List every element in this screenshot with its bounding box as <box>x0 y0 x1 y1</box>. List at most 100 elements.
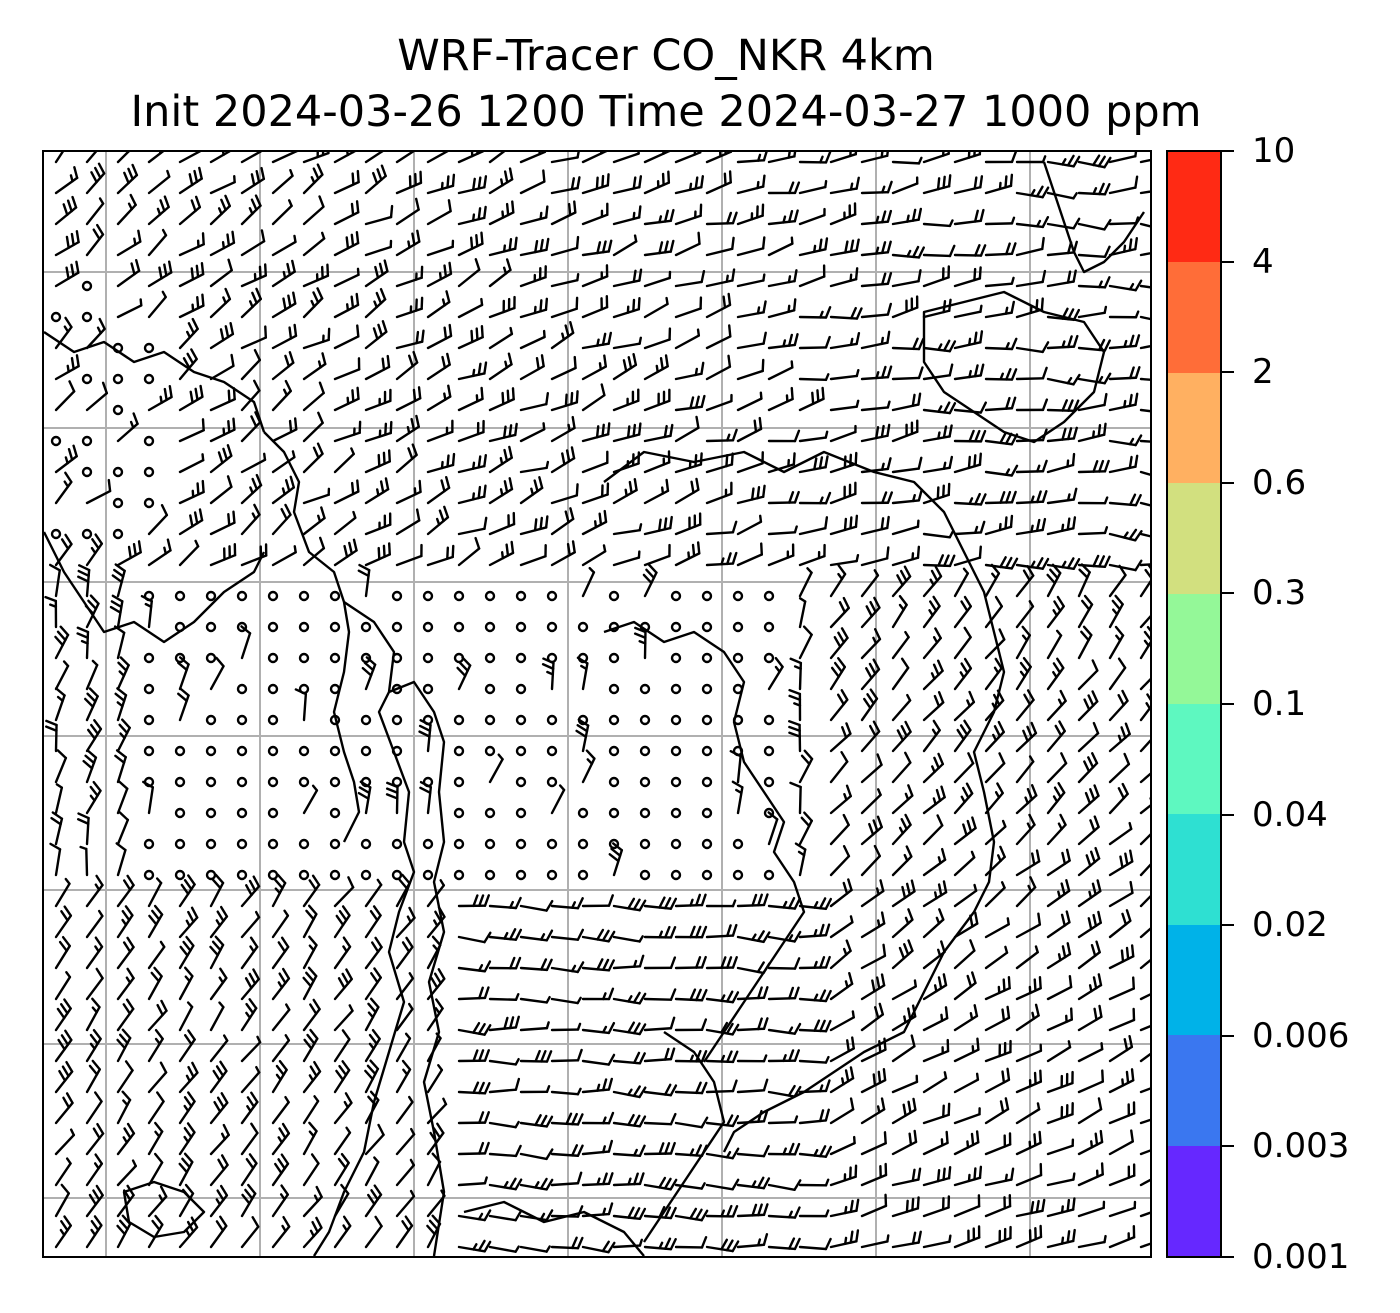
wind-barb <box>922 659 944 691</box>
wind-barb <box>736 930 771 944</box>
wind-barb <box>643 515 673 536</box>
wind-barb <box>426 199 452 226</box>
wind-barb <box>860 628 882 660</box>
calm-wind-marker <box>298 745 310 757</box>
wind-barb <box>788 688 802 722</box>
colorbar-tick <box>1222 1256 1234 1258</box>
calm-wind-marker <box>174 590 186 602</box>
wind-barb <box>147 966 163 1001</box>
wind-barb <box>953 911 979 939</box>
wind-barb <box>1139 1211 1150 1218</box>
wind-barb <box>395 170 423 195</box>
calm-wind-marker <box>732 714 744 726</box>
wind-barb <box>1046 657 1065 691</box>
wind-barb <box>643 988 677 1001</box>
wind-barb <box>984 514 1014 536</box>
wind-barb <box>767 656 784 691</box>
wind-barb <box>736 451 764 474</box>
wind-barb <box>550 1112 584 1126</box>
wind-barb <box>1077 784 1100 815</box>
wind-barb <box>891 1129 918 1156</box>
calm-wind-marker <box>174 745 186 757</box>
wind-barb <box>519 1209 554 1222</box>
wind-barb <box>209 935 225 970</box>
wind-barb <box>488 928 523 941</box>
wind-barb <box>364 239 393 257</box>
wind-barb <box>1077 182 1111 196</box>
wind-barb <box>302 1095 320 1125</box>
calm-wind-marker <box>205 652 217 664</box>
wind-barb <box>612 1238 643 1249</box>
wind-barb <box>736 358 765 381</box>
wind-barb <box>364 420 393 443</box>
wind-barb <box>922 880 948 908</box>
wind-barb <box>426 152 449 164</box>
wind-barb <box>829 657 847 691</box>
wind-barb <box>922 847 947 877</box>
wind-barb <box>271 351 295 381</box>
calm-wind-marker <box>267 621 279 633</box>
wind-barb <box>54 316 73 350</box>
wind-barb <box>581 1172 614 1187</box>
wind-barb <box>395 443 418 474</box>
wind-barb <box>612 1172 645 1187</box>
wind-barb <box>550 176 581 195</box>
wind-barb <box>240 968 260 1001</box>
wind-barb <box>891 657 910 691</box>
wind-barb <box>798 1108 830 1125</box>
wind-barb <box>178 1061 199 1094</box>
coastline-sakhalin <box>1042 161 1145 274</box>
wind-barb <box>116 905 134 939</box>
wind-barb <box>829 1164 858 1187</box>
wind-barb <box>612 1144 646 1157</box>
wind-barb <box>829 1135 856 1156</box>
wind-barb <box>736 174 766 195</box>
wind-barb <box>953 1130 980 1156</box>
wind-barb <box>767 896 801 910</box>
wind-barb <box>209 510 236 536</box>
wind-barb <box>302 327 331 350</box>
wind-barb <box>271 967 291 1001</box>
coastline-kyushu <box>643 1031 726 1243</box>
wind-barb <box>581 331 613 350</box>
wind-barb <box>395 972 415 1001</box>
wind-barb <box>1046 240 1078 257</box>
wind-barb <box>798 1079 831 1094</box>
calm-wind-marker <box>701 745 713 757</box>
wind-barb <box>798 386 825 412</box>
wind-barb <box>767 236 794 257</box>
wind-barb <box>1108 152 1138 164</box>
wind-barb <box>829 451 858 474</box>
wind-barb <box>736 1054 768 1063</box>
colorbar-segment <box>1168 262 1220 373</box>
calm-wind-marker <box>577 807 589 819</box>
wind-barb <box>612 205 642 226</box>
calm-wind-marker <box>112 528 124 540</box>
colorbar-tick-label: 4 <box>1252 241 1274 282</box>
wind-barb <box>798 455 829 474</box>
calm-wind-marker <box>670 652 682 664</box>
wind-barb <box>1108 175 1139 195</box>
calm-wind-marker <box>236 621 248 633</box>
wind-barb <box>891 1034 916 1063</box>
coastline-north-korea <box>263 431 361 843</box>
wind-barb <box>488 956 522 970</box>
calm-wind-marker <box>763 745 775 757</box>
wind-barb <box>109 594 124 629</box>
wind-barb <box>922 814 944 846</box>
wind-barb <box>1046 516 1077 536</box>
wind-barb <box>798 207 826 226</box>
calm-wind-marker <box>81 466 93 478</box>
wind-barb <box>736 416 763 443</box>
wind-barb <box>1015 945 1039 970</box>
wind-barb <box>643 956 677 970</box>
map-panel[interactable] <box>42 150 1152 1258</box>
wind-barb <box>519 169 546 195</box>
wind-barb <box>984 276 1015 288</box>
calm-wind-marker <box>484 869 496 881</box>
calm-wind-marker <box>608 652 620 664</box>
wind-barb <box>147 999 168 1032</box>
wind-barb <box>860 1002 885 1032</box>
wind-barb <box>302 381 325 412</box>
calm-wind-marker <box>391 590 403 602</box>
